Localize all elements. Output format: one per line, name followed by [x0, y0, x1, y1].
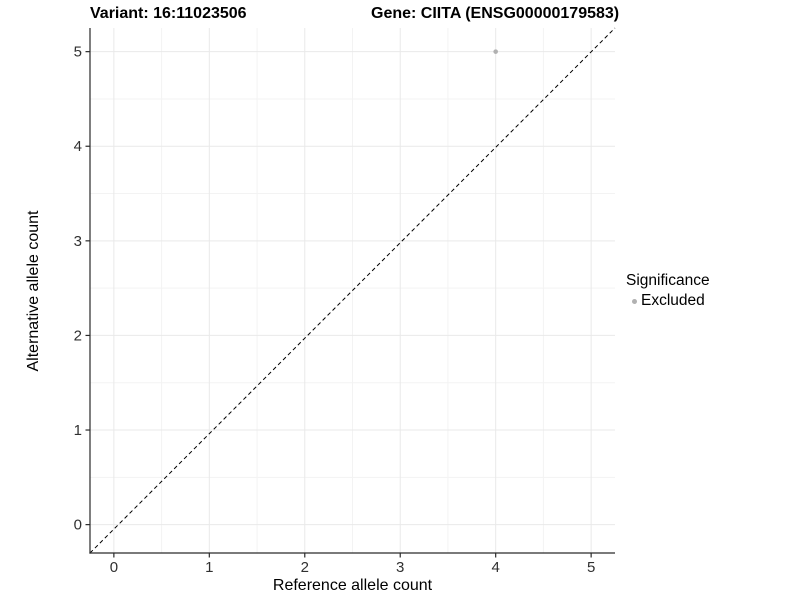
plot-title-gene: Gene: CIITA (ENSG00000179583): [371, 5, 620, 22]
data-point: [493, 49, 498, 54]
legend-point-icon: [632, 298, 637, 304]
x-tick-label: 0: [110, 559, 118, 576]
y-tick-label: 0: [74, 517, 82, 534]
x-axis-title: Reference allele count: [272, 577, 433, 594]
x-tick-label: 1: [205, 559, 213, 576]
legend-entry-label: Excluded: [641, 292, 705, 309]
identity-dashed-line: [89, 27, 616, 554]
y-tick-label: 4: [74, 138, 82, 155]
legend: Significance Excluded: [626, 272, 710, 310]
legend-title: Significance: [626, 272, 710, 289]
y-tick-label: 5: [74, 44, 82, 61]
plot-title-variant: Variant: 16:11023506: [90, 5, 247, 22]
x-tick-label: 5: [587, 559, 595, 576]
x-tick-label: 2: [301, 559, 309, 576]
y-tick-label: 1: [74, 422, 82, 439]
y-tick-label: 3: [74, 233, 82, 250]
legend-entry-excluded: Excluded: [626, 292, 710, 310]
y-axis-title: Alternative allele count: [25, 210, 42, 372]
x-tick-label: 3: [396, 559, 404, 576]
x-tick-label: 4: [492, 559, 500, 576]
y-tick-label: 2: [74, 327, 82, 344]
